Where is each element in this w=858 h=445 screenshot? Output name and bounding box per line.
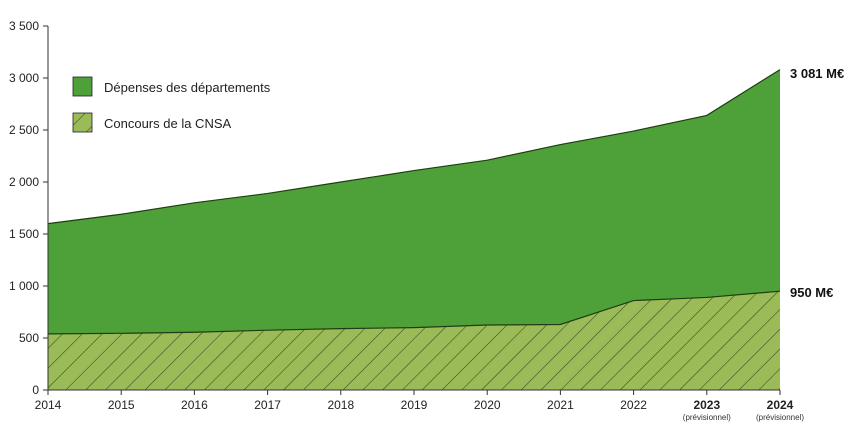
- x-tick-label: 2020: [474, 398, 501, 412]
- y-tick-label: 3 500: [9, 19, 39, 33]
- x-tick-label: 2023: [693, 398, 720, 412]
- x-tick-label: 2016: [181, 398, 208, 412]
- y-tick-label: 2 000: [9, 175, 39, 189]
- y-tick-label: 2 500: [9, 123, 39, 137]
- x-tick-label: 2021: [547, 398, 574, 412]
- x-tick-sublabel: (prévisionnel): [683, 413, 731, 422]
- legend-label-departements: Dépenses des départements: [104, 80, 271, 95]
- x-tick-label: 2015: [108, 398, 135, 412]
- y-axis-ticks: 0 500 1 000 1 500 2 000 2 500 3 000 3 500: [9, 19, 48, 397]
- plot-area: [47, 69, 781, 391]
- y-tick-label: 3 000: [9, 71, 39, 85]
- x-tick-label: 2017: [254, 398, 281, 412]
- y-tick-label: 0: [32, 383, 39, 397]
- x-tick-label: 2019: [401, 398, 428, 412]
- legend-swatch-departements: [72, 76, 93, 97]
- end-label-departements: 3 081 M€: [790, 66, 844, 81]
- legend-swatch-cnsa: [72, 112, 93, 133]
- area-cnsa: [48, 291, 780, 390]
- y-tick-label: 500: [19, 331, 39, 345]
- area-departements: [48, 69, 780, 391]
- line-departements: [47, 69, 781, 225]
- end-labels: 3 081 M€ 950 M€: [790, 66, 844, 300]
- end-label-cnsa: 950 M€: [790, 285, 833, 300]
- x-axis-ticks: 2014 2015 2016 2017 2018 2019 2020 2021 2022 2023…: [35, 390, 804, 422]
- legend-label-cnsa: Concours de la CNSA: [104, 116, 231, 131]
- y-tick-label: 1 500: [9, 227, 39, 241]
- x-tick-sublabel: (prévisionnel): [756, 413, 804, 422]
- x-tick-label: 2014: [35, 398, 62, 412]
- legend: Dépenses des départements Concours de la…: [72, 76, 271, 133]
- line-cnsa: [47, 290, 781, 335]
- x-tick-label: 2018: [327, 398, 354, 412]
- x-tick-label: 2022: [620, 398, 647, 412]
- x-tick-label: 2024: [767, 398, 794, 412]
- y-tick-label: 1 000: [9, 279, 39, 293]
